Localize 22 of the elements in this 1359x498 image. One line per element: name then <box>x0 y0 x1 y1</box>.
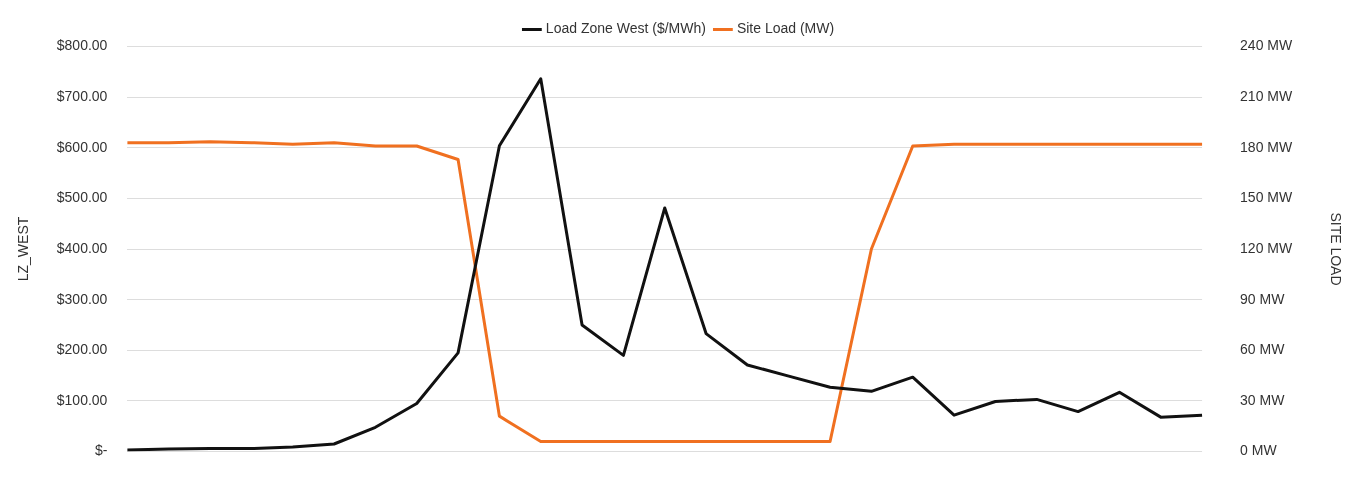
y-tick-label: $- <box>94 442 108 459</box>
y2-tick-label: 180 MW <box>1240 138 1293 155</box>
y2-tick-label: 30 MW <box>1240 391 1286 408</box>
y2-tick-label: 120 MW <box>1240 239 1293 256</box>
y-tick-label: $800.00 <box>56 37 108 54</box>
y-tick-label: $700.00 <box>56 87 108 104</box>
y2-tick-label: 0 MW <box>1240 442 1278 459</box>
y2-tick-label: 210 MW <box>1240 87 1293 104</box>
y-tick-label: $500.00 <box>56 189 108 206</box>
y2-tick-label: 60 MW <box>1240 341 1286 358</box>
y-tick-label: $100.00 <box>56 391 108 408</box>
y2-tick-label: 240 MW <box>1240 37 1293 54</box>
y2-tick-label: 90 MW <box>1240 290 1286 307</box>
legend-label: Site Load (MW) <box>736 20 835 37</box>
y2-axis-title: SITE LOAD <box>1327 212 1344 286</box>
y-axis-title: LZ_WEST <box>15 216 32 282</box>
y2-tick-label: 150 MW <box>1240 189 1293 206</box>
y-tick-label: $600.00 <box>56 138 108 155</box>
y-tick-label: $400.00 <box>56 239 108 256</box>
y-tick-label: $300.00 <box>56 290 108 307</box>
legend-label: Load Zone West ($/MWh) <box>545 20 706 37</box>
y-tick-label: $200.00 <box>56 341 108 358</box>
